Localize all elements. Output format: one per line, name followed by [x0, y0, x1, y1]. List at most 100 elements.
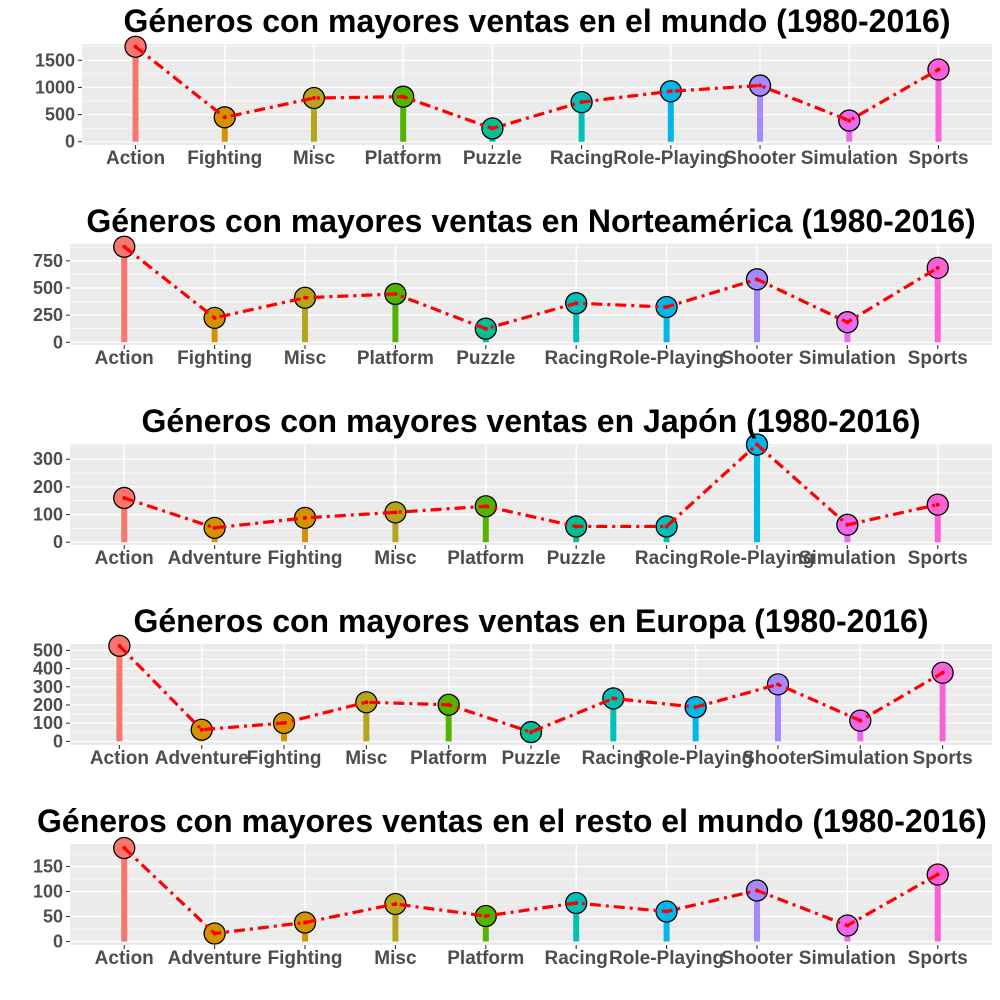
y-tick-label: 150	[33, 857, 63, 877]
y-tick-label: 300	[33, 677, 63, 697]
x-tick-label: Sports	[908, 548, 968, 569]
y-tick-label: 1000	[35, 77, 75, 97]
x-tick-label: Misc	[293, 148, 336, 169]
trend-point	[401, 94, 406, 99]
trend-point	[574, 301, 579, 306]
trend-point	[845, 923, 850, 928]
x-tick-label: Fighting	[177, 348, 252, 369]
trend-point	[303, 920, 308, 925]
x-tick-label: Fighting	[268, 948, 343, 969]
trend-point	[303, 295, 308, 300]
trend-point	[754, 888, 759, 893]
y-tick-label: 250	[33, 305, 63, 325]
trend-point	[574, 524, 579, 529]
trend-line	[123, 442, 939, 530]
x-tick-label: Role-Playing	[699, 548, 814, 569]
x-tick-label: Shooter	[724, 148, 796, 169]
plot-background	[82, 44, 992, 145]
chart-panel-world: 0 500 1000 1500 Action Fighting Misc Platform Pu…	[0, 0, 1000, 200]
trend-point	[758, 83, 763, 88]
x-tick-label: Role-Playing	[613, 148, 728, 169]
trend-point	[935, 872, 940, 877]
chart-panel-north-america: 0 250 500 750 Action Fighting Misc Platform Puzz…	[0, 200, 1000, 400]
trend-point	[668, 89, 673, 94]
trend-point	[858, 718, 863, 723]
x-tick-label: Sports	[908, 148, 968, 169]
y-tick-label: 300	[33, 449, 63, 469]
y-tick-label: 50	[43, 907, 63, 927]
x-tick-label: Role-Playing	[638, 748, 753, 769]
trend-point	[483, 504, 488, 509]
trend-point	[754, 442, 759, 447]
trend-point	[393, 510, 398, 515]
x-tick-label: Puzzle	[547, 548, 606, 569]
x-tick-label: Shooter	[742, 748, 814, 769]
x-tick-label: Racing	[550, 148, 613, 169]
y-tick-label: 750	[33, 251, 63, 271]
y-tick-label: 200	[33, 695, 63, 715]
x-tick-label: Racing	[545, 948, 608, 969]
x-tick-label: Platform	[447, 948, 524, 969]
chart-title: Géneros con mayores ventas en Norteaméri…	[86, 203, 975, 239]
trend-point	[845, 320, 850, 325]
trend-point	[303, 515, 308, 520]
trend-line	[118, 644, 944, 734]
y-tick-label: 0	[53, 932, 63, 952]
trend-point	[122, 846, 127, 850]
trend-point	[393, 291, 398, 296]
y-tick-label: 400	[33, 659, 63, 679]
x-tick-label: Misc	[374, 948, 417, 969]
x-tick-label: Fighting	[187, 148, 262, 169]
trend-point	[754, 277, 759, 282]
x-tick-label: Action	[106, 148, 165, 169]
y-tick-label: 200	[33, 477, 63, 497]
trend-point	[212, 931, 217, 936]
x-tick-label: Racing	[545, 348, 608, 369]
y-tick-label: 0	[53, 532, 63, 552]
trend-point	[579, 100, 584, 105]
x-tick-label: Simulation	[801, 148, 898, 169]
x-tick-label: Adventure	[168, 948, 262, 969]
chart-japan-svg: 0 100 200 300 Action Adventure Fighting Misc Pla…	[33, 403, 992, 569]
y-tick-label: 100	[33, 505, 63, 525]
trend-line	[123, 846, 939, 936]
trend-point	[490, 126, 495, 131]
trend-point	[199, 727, 204, 732]
chart-panel-rest-of-world: 0 50 100 150 Action Adventure Fighting Misc Plat…	[0, 800, 1000, 1000]
trend-point	[664, 524, 669, 529]
x-tick-label: Sports	[908, 348, 968, 369]
trend-point	[483, 914, 488, 918]
y-tick-label: 0	[53, 332, 63, 352]
x-tick-label: Racing	[635, 548, 698, 569]
x-tick-label: Misc	[284, 348, 327, 369]
x-tick-label: Simulation	[812, 748, 909, 769]
trend-point	[693, 705, 698, 710]
y-tick-label: 500	[45, 105, 75, 125]
y-tick-label: 0	[53, 731, 63, 751]
trend-point	[529, 730, 533, 735]
chart-world-svg: 0 500 1000 1500 Action Fighting Misc Platform Pu…	[35, 3, 992, 169]
x-tick-label: Action	[95, 948, 154, 969]
trend-point	[611, 696, 616, 701]
trend-point	[664, 909, 669, 914]
trend-point	[845, 522, 850, 527]
y-tick-label: 0	[65, 132, 75, 152]
x-tick-label: Adventure	[168, 548, 262, 569]
x-tick-label: Fighting	[268, 548, 343, 569]
x-tick-label: Shooter	[721, 948, 793, 969]
x-tick-label: Platform	[357, 348, 434, 369]
x-tick-label: Simulation	[799, 548, 896, 569]
x-tick-label: Platform	[410, 748, 487, 769]
trend-point	[364, 700, 369, 705]
trend-point	[133, 44, 138, 49]
x-tick-label: Role-Playing	[609, 348, 724, 369]
x-tick-label: Puzzle	[463, 148, 522, 169]
x-tick-label: Sports	[913, 748, 973, 769]
x-tick-label: Misc	[374, 548, 417, 569]
x-tick-label: Puzzle	[456, 348, 515, 369]
x-tick-label: Simulation	[799, 348, 896, 369]
trend-point	[393, 902, 398, 906]
x-tick-label: Action	[95, 348, 154, 369]
chart-rest-of-world-svg: 0 50 100 150 Action Adventure Fighting Misc Plat…	[33, 803, 992, 969]
